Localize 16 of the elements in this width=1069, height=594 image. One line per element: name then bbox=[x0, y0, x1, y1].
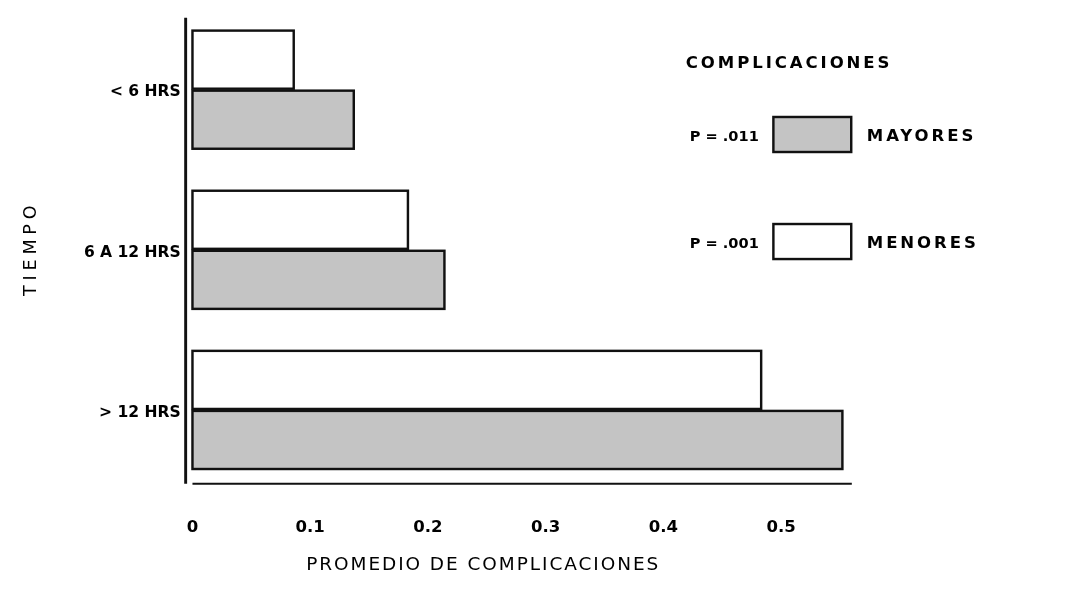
x-tick-label: 0.4 bbox=[648, 517, 679, 537]
annotation: P = .001 bbox=[689, 234, 759, 252]
x-tick-label: 0.1 bbox=[295, 517, 325, 537]
y-tick-label: > 12 HRS bbox=[99, 402, 181, 421]
x-axis-title: PROMEDIO DE COMPLICACIONES bbox=[306, 553, 661, 575]
y-tick-label: 6 A 12 HRS bbox=[83, 242, 181, 261]
x-tick-label: 0.5 bbox=[766, 517, 796, 537]
x-tick-label: 0.3 bbox=[531, 517, 561, 537]
y-axis-title: TIEMPO bbox=[19, 200, 40, 298]
legend-label: MENORES bbox=[866, 233, 979, 253]
y-tick-label: < 6 HRS bbox=[109, 82, 181, 101]
legend-label: MAYORES bbox=[866, 126, 977, 146]
x-tick-label: 0.2 bbox=[413, 517, 443, 537]
annotation: P = .011 bbox=[689, 127, 759, 145]
legend-title: COMPLICACIONES bbox=[685, 53, 893, 73]
x-tick-label: 0 bbox=[186, 517, 199, 537]
